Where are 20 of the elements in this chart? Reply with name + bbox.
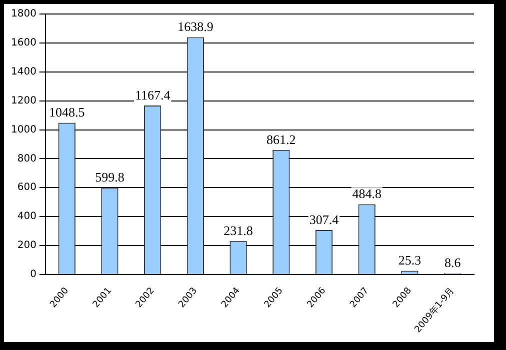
y-tick-label: 1000 — [10, 124, 36, 136]
y-tick-label: 200 — [17, 240, 36, 252]
y-tick-label: 1400 — [10, 66, 36, 78]
data-label: 231.8 — [224, 222, 253, 238]
y-tick-label: 1800 — [10, 8, 36, 20]
y-tick-label: 600 — [17, 182, 36, 194]
data-label: 484.8 — [352, 186, 382, 202]
data-label: 1638.9 — [178, 19, 214, 34]
data-label: 8.6 — [444, 255, 462, 270]
data-label: 599.8 — [95, 170, 124, 185]
y-tick-label: 1200 — [10, 95, 36, 106]
data-label: 307.4 — [309, 212, 340, 227]
y-tick-label: 1600 — [10, 38, 36, 49]
y-tick-label: 800 — [17, 153, 36, 164]
data-label: 25.3 — [398, 252, 422, 268]
data-label: 861.2 — [266, 132, 296, 147]
y-tick-label: 0 — [30, 269, 36, 280]
data-label: 1048.5 — [49, 104, 85, 120]
data-label: 1167.4 — [134, 87, 171, 102]
y-tick-label: 400 — [17, 211, 36, 222]
